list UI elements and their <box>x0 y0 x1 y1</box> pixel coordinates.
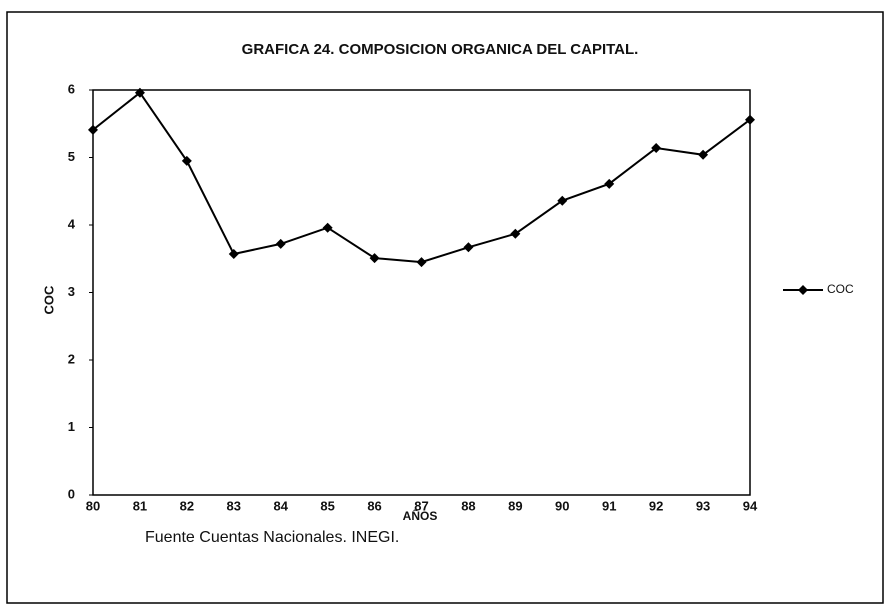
data-line <box>92 91 751 264</box>
y-tick-label: 6 <box>68 81 75 96</box>
data-point <box>275 238 286 249</box>
x-tick-label: 80 <box>86 498 100 513</box>
data-point <box>745 114 755 125</box>
x-tick-label: 93 <box>696 498 710 513</box>
x-tick-label: 89 <box>508 498 522 513</box>
x-tick-label: 91 <box>602 498 616 513</box>
data-point <box>134 87 145 98</box>
x-tick-label: 86 <box>367 498 381 513</box>
data-point <box>698 149 709 160</box>
x-tick-label: 84 <box>273 498 288 513</box>
y-tick-label: 4 <box>68 216 76 231</box>
y-axis-label: COC <box>41 285 56 315</box>
x-tick-label: 85 <box>320 498 334 513</box>
data-point <box>88 124 98 135</box>
x-tick-label: 82 <box>180 498 194 513</box>
data-point <box>604 178 615 189</box>
data-point <box>557 195 568 206</box>
data-point <box>416 257 427 268</box>
data-point <box>322 222 333 233</box>
x-tick-label: 92 <box>649 498 663 513</box>
legend-marker <box>798 285 808 295</box>
x-tick-label: 94 <box>743 498 758 513</box>
source-note: Fuente Cuentas Nacionales. INEGI. <box>145 529 399 546</box>
data-point <box>651 143 662 154</box>
data-point <box>228 249 239 260</box>
data-point <box>369 253 380 264</box>
data-point <box>510 228 521 239</box>
x-axis-label: AÑOS <box>403 508 438 523</box>
data-point <box>181 155 192 166</box>
frame <box>6 11 884 604</box>
y-tick-label: 2 <box>68 351 75 366</box>
legend-label: COC <box>827 282 854 296</box>
x-tick-label: 81 <box>133 498 147 513</box>
y-tick-label: 3 <box>68 284 75 299</box>
x-tick-label: 83 <box>227 498 241 513</box>
x-tick-label: 88 <box>461 498 475 513</box>
data-point <box>463 242 474 253</box>
y-tick-label: 5 <box>68 149 75 164</box>
chart-title: GRAFICA 24. COMPOSICION ORGANICA DEL CAP… <box>242 41 639 58</box>
x-tick-label: 87 <box>414 498 428 513</box>
y-tick-label: 1 <box>68 419 75 434</box>
x-tick-label: 90 <box>555 498 569 513</box>
y-tick-label: 0 <box>68 486 75 501</box>
